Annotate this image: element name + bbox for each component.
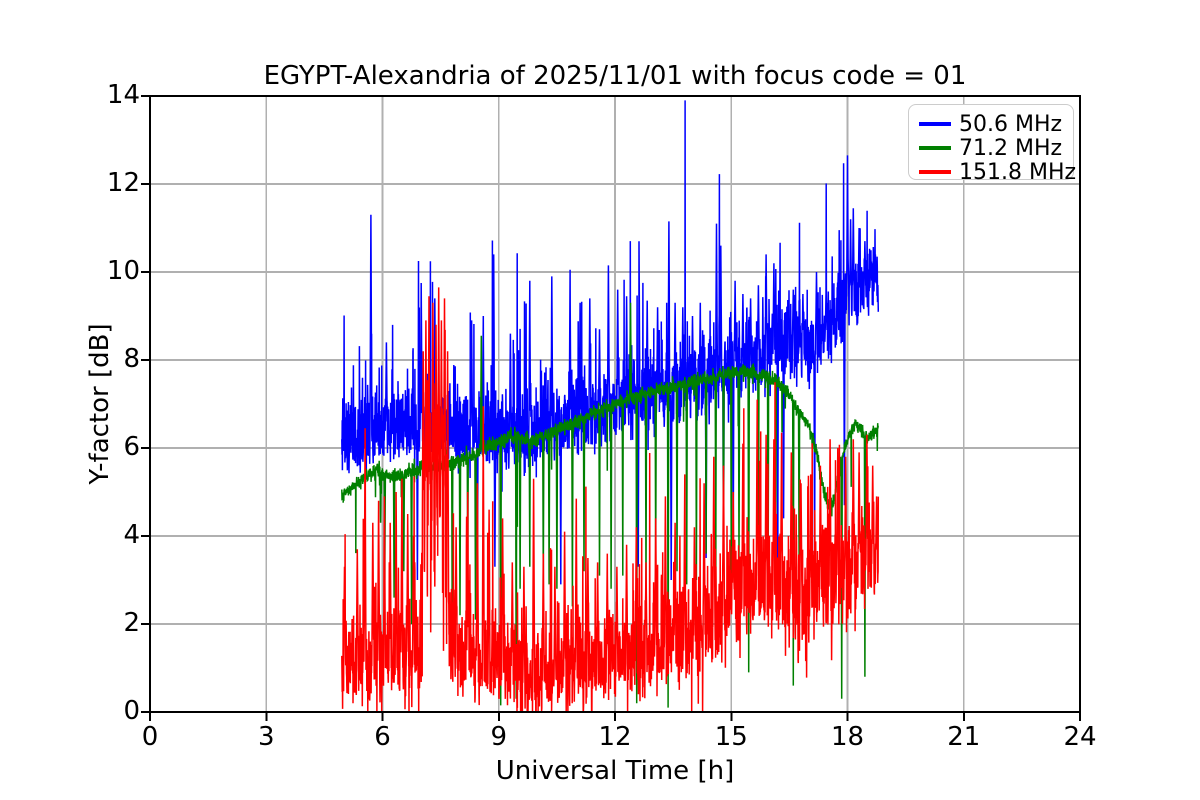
- chart-title: EGYPT-Alexandria of 2025/11/01 with focu…: [263, 61, 967, 91]
- legend-item-151-8-mhz[interactable]: 151.8 MHz: [919, 160, 1076, 185]
- x-axis-label: Universal Time [h]: [495, 756, 735, 786]
- legend-line-sample-green: [919, 146, 951, 150]
- y-tick-label: 10: [106, 256, 140, 286]
- x-tick-label: 12: [598, 722, 632, 752]
- legend[interactable]: 50.6 MHz 71.2 MHz 151.8 MHz: [908, 104, 1076, 185]
- x-tick-label: 9: [490, 722, 508, 752]
- x-tick-label: 24: [1063, 722, 1097, 752]
- x-tick-label: 3: [257, 722, 275, 752]
- y-tick-label: 2: [123, 608, 140, 638]
- legend-item-71-2-mhz[interactable]: 71.2 MHz: [919, 135, 1063, 161]
- legend-line-sample-red: [919, 170, 951, 174]
- y-tick-label: 8: [123, 344, 140, 374]
- y-tick-label: 0: [123, 696, 140, 726]
- x-tick-label: 6: [374, 722, 391, 752]
- legend-label: 50.6 MHz: [959, 111, 1063, 137]
- y-tick-label: 6: [123, 432, 140, 462]
- legend-label: 71.2 MHz: [959, 135, 1063, 161]
- series-line-151-8-mhz: [341, 287, 880, 712]
- y-tick-label: 14: [106, 80, 140, 110]
- x-tick-label: 0: [141, 722, 159, 752]
- x-tick-label: 15: [714, 722, 748, 752]
- y-tick-label: 12: [106, 168, 140, 198]
- x-tick-label: 21: [947, 722, 981, 752]
- legend-line-sample-blue: [919, 122, 951, 126]
- legend-label: 151.8 MHz: [959, 159, 1077, 185]
- y-tick-label: 4: [123, 520, 140, 550]
- x-tick-label: 18: [830, 722, 865, 752]
- legend-item-50-6-mhz[interactable]: 50.6 MHz: [919, 111, 1063, 137]
